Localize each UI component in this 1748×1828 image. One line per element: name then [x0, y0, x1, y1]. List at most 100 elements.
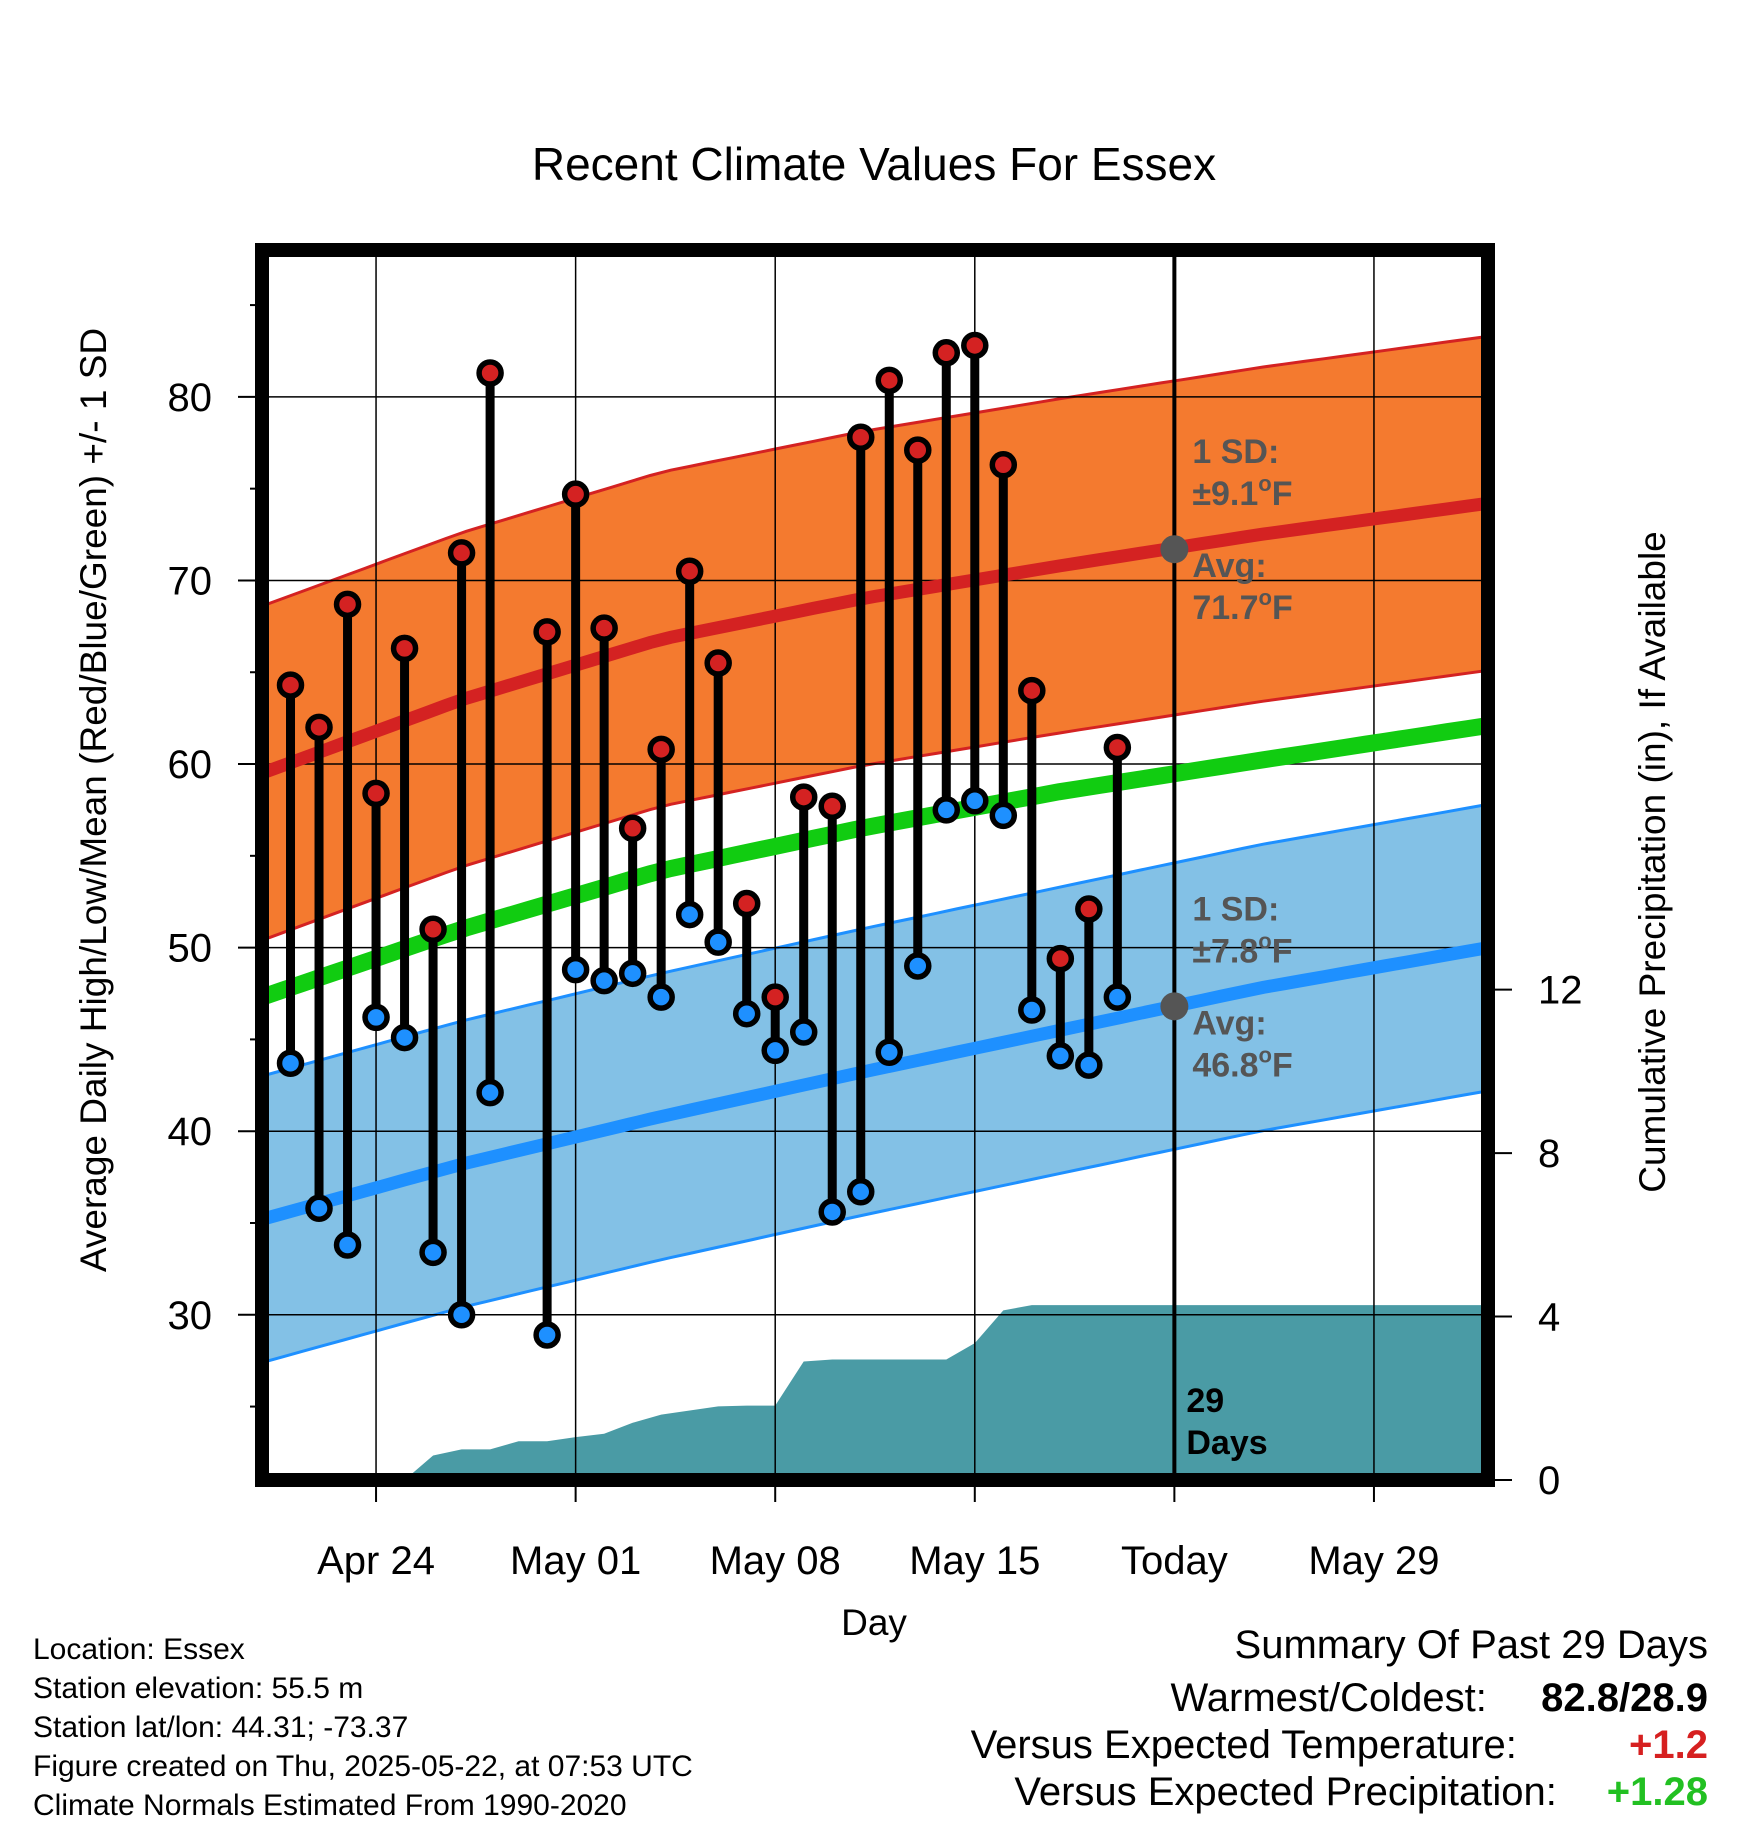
low-temp-point: [561, 955, 590, 984]
high-avg-marker: [1160, 535, 1189, 564]
x-axis-label: Day: [841, 1602, 907, 1643]
y-tick-label-left: 60: [168, 743, 213, 787]
high-temp-point: [1046, 944, 1075, 973]
y-tick-label-right: 0: [1538, 1459, 1560, 1503]
low-normal-line: [262, 941, 1488, 1226]
low-temp-point: [1046, 1042, 1075, 1070]
temp-label: Versus Expected Temperature:: [970, 1723, 1517, 1767]
low-temp-point: [305, 1194, 333, 1223]
summary-title: Summary Of Past 29 Days: [1234, 1623, 1708, 1667]
low-temp-point: [333, 1231, 362, 1259]
high-temp-point: [276, 671, 305, 699]
location-text: Location: Essex: [33, 1633, 245, 1666]
low-avg-label: Avg:: [1192, 1004, 1266, 1042]
high-temp-point: [647, 735, 675, 764]
x-tick-label: May 15: [909, 1539, 1040, 1583]
created-text: Figure created on Thu, 2025-05-22, at 07…: [33, 1750, 693, 1783]
y-axis-label-left: Average Daily High/Low/Mean (Red/Blue/Gr…: [73, 328, 114, 1272]
low-temp-point: [1075, 1051, 1103, 1079]
chart-title: Recent Climate Values For Essex: [532, 138, 1216, 190]
high-temp-point: [333, 590, 362, 619]
high-temp-point: [761, 983, 789, 1011]
x-tick-label: May 29: [1308, 1539, 1439, 1583]
precip-row: Versus Expected Precipitation: +1.28: [971, 1770, 1708, 1815]
high-temp-point: [561, 480, 590, 508]
x-tick-label: Today: [1121, 1539, 1228, 1583]
high-temp-point: [961, 331, 989, 360]
low-temp-point: [1018, 996, 1046, 1024]
high-sd-value: ±9.1oF: [1192, 471, 1292, 513]
high-temp-point: [447, 539, 476, 567]
warmest-row: Warmest/Coldest: 82.8/28.9: [971, 1676, 1709, 1721]
summary-panel: Summary Of Past 29 Days Warmest/Coldest:…: [971, 1623, 1708, 1815]
mean-normal-line: [262, 717, 1488, 1006]
high-normal-line: [262, 496, 1488, 780]
high-temp-point: [846, 423, 875, 452]
low-temp-point: [390, 1023, 419, 1052]
precip-value: +1.28: [1606, 1770, 1708, 1814]
low-temp-point: [675, 900, 704, 929]
low-temp-point: [846, 1178, 875, 1206]
precip-label: Versus Expected Precipitation:: [1014, 1770, 1557, 1814]
low-avg-marker: [1160, 992, 1189, 1021]
high-temp-point: [932, 339, 961, 367]
x-tick-label: May 08: [710, 1539, 841, 1583]
normals-text: Climate Normals Estimated From 1990-2020: [33, 1789, 627, 1822]
station-info: Location: Essex Station elevation: 55.5 …: [33, 1630, 693, 1825]
y-tick-label-left: 50: [168, 927, 213, 971]
days-count-label: 29: [1186, 1382, 1224, 1420]
low-temp-point: [904, 952, 932, 980]
high-temp-point: [476, 359, 504, 387]
low-temp-point: [362, 1003, 390, 1032]
warmest-value: 82.8/28.9: [1541, 1676, 1708, 1720]
low-temp-point: [419, 1238, 447, 1267]
plot-content: [262, 250, 1488, 1480]
low-temp-point: [789, 1018, 818, 1046]
low-temp-point: [590, 966, 618, 995]
low-temp-point: [476, 1078, 504, 1107]
y-axis-label-right: Cumulative Precipitation (in), If Availa…: [1632, 531, 1673, 1193]
high-avg-value: 71.7oF: [1192, 585, 1292, 627]
high-temp-point: [989, 451, 1018, 479]
high-avg-label: Avg:: [1192, 547, 1266, 585]
low-temp-point: [761, 1036, 789, 1065]
y-tick-label-left: 40: [168, 1110, 213, 1154]
high-temp-point: [590, 614, 618, 642]
low-temp-point: [647, 983, 675, 1011]
temp-value: +1.2: [1629, 1723, 1708, 1767]
low-temp-point: [704, 928, 732, 956]
temp-row: Versus Expected Temperature: +1.2: [971, 1723, 1708, 1768]
latlon-text: Station lat/lon: 44.31; -73.37: [33, 1711, 409, 1744]
high-normal-band: [262, 336, 1488, 941]
high-normal-band-upper-edge: [262, 334, 1488, 608]
y-tick-label-left: 80: [168, 376, 213, 420]
low-temp-point: [618, 959, 647, 988]
high-temp-point: [789, 783, 818, 811]
high-temp-point: [362, 779, 390, 808]
elevation-text: Station elevation: 55.5 m: [33, 1672, 364, 1705]
low-temp-point: [932, 796, 961, 824]
low-normal-band: [262, 804, 1488, 1363]
high-temp-point: [1075, 895, 1103, 923]
high-temp-point: [675, 557, 704, 586]
low-temp-point: [1103, 983, 1132, 1011]
low-temp-point: [732, 999, 761, 1028]
low-temp-point: [818, 1198, 846, 1226]
low-temp-point: [276, 1049, 305, 1078]
high-temp-point: [1018, 676, 1046, 705]
low-sd-value: ±7.8oF: [1192, 928, 1292, 970]
high-temp-point: [904, 436, 932, 464]
low-temp-point: [875, 1038, 904, 1067]
high-temp-point: [818, 792, 846, 821]
high-temp-point: [419, 915, 447, 944]
y-tick-label-left: 70: [168, 559, 213, 603]
low-avg-value: 46.8oF: [1192, 1042, 1292, 1084]
high-temp-point: [618, 814, 647, 843]
x-tick-label: May 01: [510, 1539, 641, 1583]
high-temp-point: [1103, 733, 1132, 762]
low-temp-point: [961, 786, 989, 815]
high-temp-point: [732, 889, 761, 918]
x-tick-label: Apr 24: [317, 1539, 435, 1583]
